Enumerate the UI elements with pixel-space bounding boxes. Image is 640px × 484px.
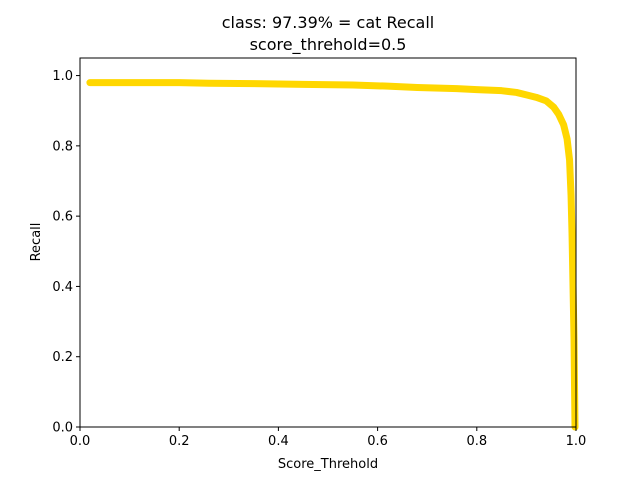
data-point [523,91,530,98]
data-point [533,94,540,101]
x-tick-label: 1.0 [566,434,587,449]
data-point [560,121,567,128]
data-point [250,80,257,87]
plot-area [86,79,579,431]
data-point [543,97,550,104]
data-point [384,83,391,90]
data-point [473,86,480,93]
y-tick-label: 0.6 [52,210,73,225]
data-point [300,81,307,88]
data-point [86,79,93,86]
data-point [569,230,576,237]
axis-ticks: 0.0 0.2 0.4 0.6 0.8 1.0 0.0 0.2 0.4 0.6 0.8 1.0 [52,69,586,449]
chart-title-line1: class: 97.39% = cat Recall [222,13,434,32]
data-point [566,156,573,163]
y-tick-label: 0.2 [52,350,73,365]
data-point [349,82,356,89]
data-point [550,104,557,111]
y-axis-label: Recall [29,223,44,262]
chart-title-line2: score_threhold=0.5 [250,35,407,55]
x-axis-label: Score_Threhold [278,457,378,472]
x-tick-label: 0.0 [70,434,91,449]
series-line-0 [86,79,579,431]
y-tick-label: 0.4 [52,280,73,295]
data-point [570,283,577,290]
x-tick-label: 0.2 [169,434,190,449]
data-point [513,89,520,96]
data-point [126,79,133,86]
data-point [564,135,571,142]
data-point [571,381,578,388]
y-tick-label: 0.0 [52,421,73,436]
y-tick-label: 1.0 [52,69,73,84]
x-tick-label: 0.6 [367,434,388,449]
data-point [414,84,421,91]
data-point [453,85,460,92]
x-tick-label: 0.4 [268,434,289,449]
data-point [568,192,575,199]
x-tick-label: 0.8 [466,434,487,449]
data-point [498,87,505,94]
data-point [555,111,562,118]
data-point [205,80,212,87]
axes-frame [79,57,577,428]
y-tick-label: 0.8 [52,139,73,154]
data-point [176,79,183,86]
